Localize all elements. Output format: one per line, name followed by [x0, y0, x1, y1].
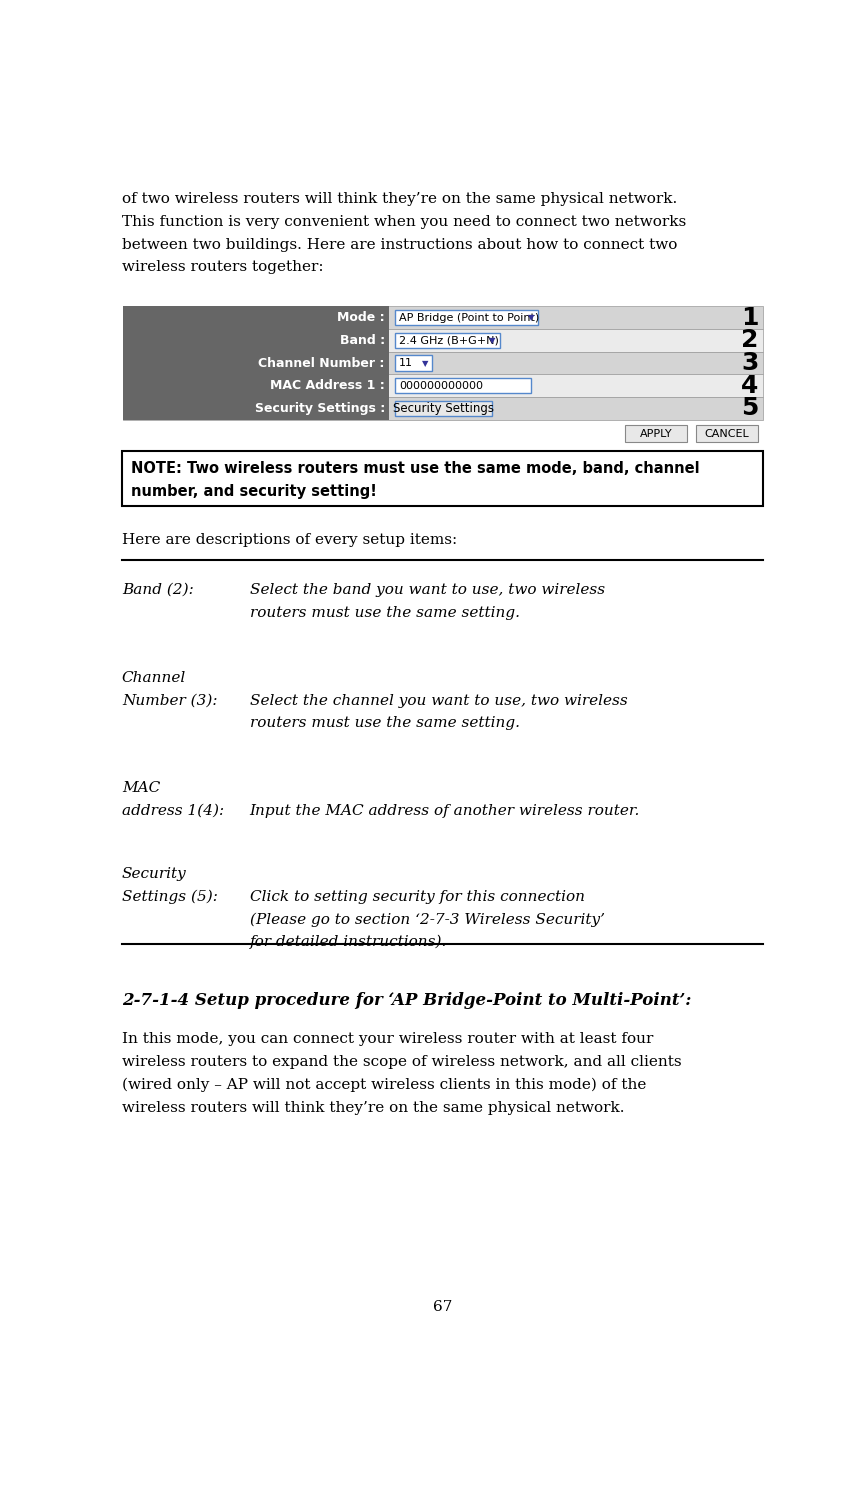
FancyBboxPatch shape	[123, 375, 763, 397]
Text: 67: 67	[432, 1300, 452, 1315]
Text: Settings (5):: Settings (5):	[122, 889, 217, 904]
FancyBboxPatch shape	[395, 401, 492, 416]
Text: between two buildings. Here are instructions about how to connect two: between two buildings. Here are instruct…	[122, 238, 677, 251]
Text: (Please go to section ‘2-7-3 Wireless Security’: (Please go to section ‘2-7-3 Wireless Se…	[249, 912, 605, 926]
Text: Channel: Channel	[122, 671, 186, 686]
Text: Channel Number :: Channel Number :	[258, 357, 385, 370]
Text: routers must use the same setting.: routers must use the same setting.	[249, 605, 520, 620]
Text: Security Settings: Security Settings	[393, 401, 494, 415]
FancyBboxPatch shape	[123, 352, 763, 375]
FancyBboxPatch shape	[123, 306, 388, 329]
Text: AP Bridge (Point to Point): AP Bridge (Point to Point)	[399, 312, 539, 323]
Text: wireless routers to expand the scope of wireless network, and all clients: wireless routers to expand the scope of …	[122, 1056, 682, 1069]
Text: Number (3):: Number (3):	[122, 693, 217, 708]
Text: This function is very convenient when you need to connect two networks: This function is very convenient when yo…	[122, 216, 686, 229]
Text: MAC: MAC	[122, 781, 160, 796]
FancyBboxPatch shape	[123, 375, 388, 397]
FancyBboxPatch shape	[122, 451, 763, 506]
FancyBboxPatch shape	[395, 355, 432, 370]
Text: Mode :: Mode :	[337, 311, 385, 324]
Text: CANCEL: CANCEL	[705, 428, 749, 439]
Text: 2.4 GHz (B+G+N): 2.4 GHz (B+G+N)	[399, 336, 499, 345]
FancyBboxPatch shape	[395, 378, 531, 394]
Text: Security Settings :: Security Settings :	[255, 401, 385, 415]
Text: Security: Security	[122, 867, 186, 880]
Text: 4: 4	[741, 373, 759, 397]
Text: 11: 11	[399, 358, 413, 369]
Text: for detailed instructions).: for detailed instructions).	[249, 935, 447, 949]
Text: 1: 1	[741, 306, 759, 330]
FancyBboxPatch shape	[395, 309, 539, 326]
Text: Band :: Band :	[340, 335, 385, 346]
FancyBboxPatch shape	[123, 306, 763, 329]
Text: MAC Address 1 :: MAC Address 1 :	[270, 379, 385, 393]
FancyBboxPatch shape	[625, 425, 687, 442]
Text: (wired only – AP will not accept wireless clients in this mode) of the: (wired only – AP will not accept wireles…	[122, 1078, 646, 1091]
Text: 2-7-1-4 Setup procedure for ‘AP Bridge-Point to Multi-Point’:: 2-7-1-4 Setup procedure for ‘AP Bridge-P…	[122, 992, 691, 1010]
FancyBboxPatch shape	[696, 425, 758, 442]
Text: APPLY: APPLY	[639, 428, 672, 439]
FancyBboxPatch shape	[123, 352, 388, 375]
Text: 5: 5	[741, 397, 759, 421]
Text: Here are descriptions of every setup items:: Here are descriptions of every setup ite…	[122, 532, 457, 547]
Text: Select the band you want to use, two wireless: Select the band you want to use, two wir…	[249, 583, 605, 598]
Text: Band (2):: Band (2):	[122, 583, 193, 598]
Text: routers must use the same setting.: routers must use the same setting.	[249, 717, 520, 730]
Text: In this mode, you can connect your wireless router with at least four: In this mode, you can connect your wirel…	[122, 1032, 653, 1047]
Text: Select the channel you want to use, two wireless: Select the channel you want to use, two …	[249, 693, 627, 708]
Text: Input the MAC address of another wireless router.: Input the MAC address of another wireles…	[249, 804, 640, 818]
Text: wireless routers will think they’re on the same physical network.: wireless routers will think they’re on t…	[122, 1100, 624, 1115]
Text: NOTE: Two wireless routers must use the same mode, band, channel: NOTE: Two wireless routers must use the …	[131, 461, 700, 476]
Text: of two wireless routers will think they’re on the same physical network.: of two wireless routers will think they’…	[122, 192, 677, 207]
Text: number, and security setting!: number, and security setting!	[131, 483, 377, 498]
FancyBboxPatch shape	[395, 333, 500, 348]
Text: 3: 3	[741, 351, 759, 375]
Text: 2: 2	[741, 329, 759, 352]
Text: ▼: ▼	[422, 358, 429, 367]
FancyBboxPatch shape	[123, 397, 388, 419]
Text: ▼: ▼	[489, 336, 496, 345]
FancyBboxPatch shape	[123, 397, 763, 419]
Text: ▼: ▼	[528, 314, 535, 323]
Text: wireless routers together:: wireless routers together:	[122, 260, 324, 275]
Text: Click to setting security for this connection: Click to setting security for this conne…	[249, 889, 585, 904]
FancyBboxPatch shape	[123, 329, 388, 352]
FancyBboxPatch shape	[123, 329, 763, 352]
Text: address 1(4):: address 1(4):	[122, 804, 224, 818]
Text: 000000000000: 000000000000	[399, 381, 482, 391]
